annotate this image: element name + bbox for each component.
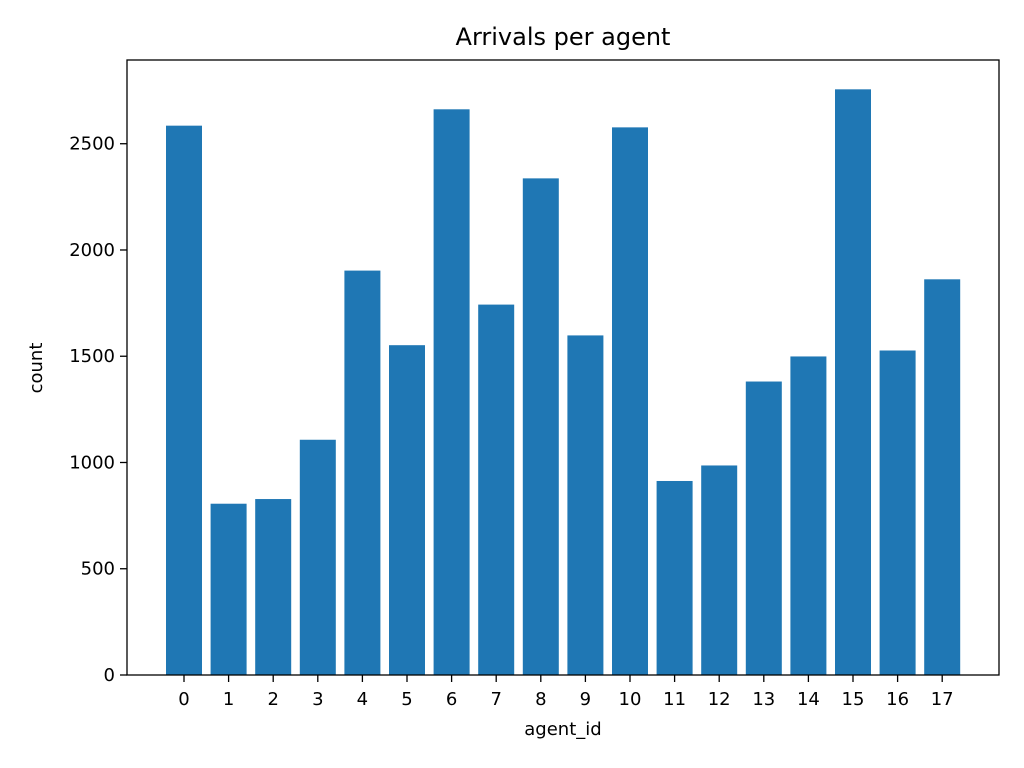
y-axis-label: count [26,343,47,394]
plot-frame [126,59,1000,676]
x-tick-label: 7 [490,689,501,710]
y-tick-label: 2000 [69,240,115,261]
x-tick-label: 15 [842,689,865,710]
bar-agent-4 [344,270,381,675]
x-tick-label: 11 [663,689,686,710]
x-tick-label: 12 [708,689,731,710]
bar-agent-8 [522,178,559,675]
y-tick-label: 0 [104,665,115,686]
x-tick-label: 0 [178,689,189,710]
bar-agent-14 [790,356,827,675]
bar-agent-9 [567,335,604,675]
bar-agent-2 [255,499,292,675]
x-axis-label: agent_id [524,719,601,740]
y-tick-label: 500 [81,559,115,580]
x-tick-label: 1 [223,689,234,710]
bar-agent-17 [924,279,961,675]
chart-title: Arrivals per agent [456,23,671,51]
bars-group [166,89,961,676]
y-tick-label: 1000 [69,452,115,473]
bar-agent-13 [745,381,782,675]
bar-agent-1 [210,503,247,675]
y-tick-label: 1500 [69,346,115,367]
x-tick-label: 4 [357,689,368,710]
x-tick-label: 8 [535,689,546,710]
bar-agent-16 [879,350,916,675]
bar-agent-15 [835,89,871,676]
x-tick-label: 13 [752,689,775,710]
y-ticks-group: 0 500 1000 1500 2000 2500 [69,134,127,686]
bar-agent-6 [433,109,470,675]
bar-agent-3 [299,439,336,675]
x-tick-label: 16 [886,689,909,710]
x-tick-label: 3 [312,689,323,710]
x-tick-label: 14 [797,689,820,710]
bar-agent-10 [612,127,648,676]
x-tick-label: 17 [931,689,954,710]
x-ticks-group: 0 1 2 3 4 5 6 7 8 9 10 11 12 13 14 15 16 17 [178,675,954,710]
x-tick-label: 10 [619,689,642,710]
x-tick-label: 2 [267,689,278,710]
x-tick-label: 5 [401,689,412,710]
x-tick-label: 9 [580,689,591,710]
bar-agent-11 [656,480,693,675]
bar-agent-7 [478,304,515,675]
bar-agent-5 [389,345,425,675]
bar-agent-0 [166,125,202,676]
bar-agent-12 [701,465,738,675]
x-tick-label: 6 [446,689,457,710]
y-tick-label: 2500 [69,134,115,155]
